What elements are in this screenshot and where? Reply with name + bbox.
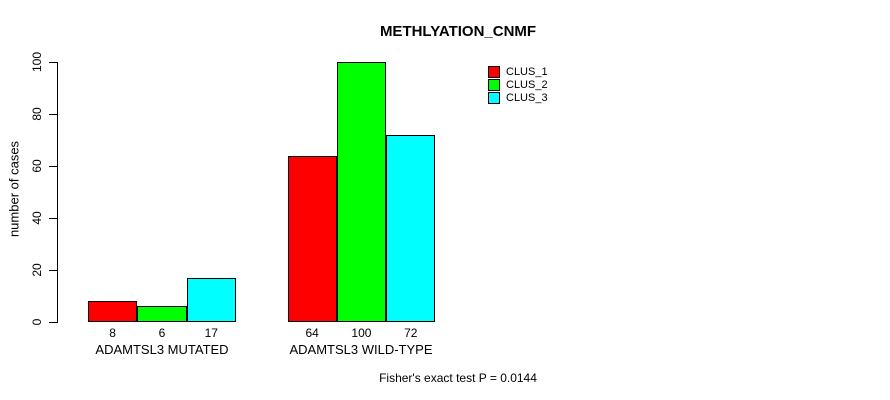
bar-clus-2-group-0 — [137, 306, 187, 322]
bar-value-label: 8 — [109, 326, 116, 340]
bar-value-label: 17 — [204, 326, 218, 340]
bar-clus-1-group-0 — [88, 301, 138, 322]
bar-value-label: 100 — [351, 326, 372, 340]
legend-label-clus-2: CLUS_2 — [506, 79, 548, 91]
y-axis-tick — [49, 321, 57, 323]
y-axis-tick-label: 80 — [30, 107, 44, 121]
bar-value-label: 72 — [404, 326, 418, 340]
fisher-test-annotation: Fisher's exact test P = 0.0144 — [379, 371, 537, 385]
y-axis-tick — [49, 217, 57, 219]
y-axis-label: number of cases — [6, 140, 22, 238]
category-label-wild-type: ADAMTSL3 WILD-TYPE — [289, 342, 433, 357]
y-axis-tick-label: 20 — [30, 263, 44, 277]
y-axis-line — [57, 62, 58, 323]
legend-label-clus-1: CLUS_1 — [506, 66, 548, 78]
legend-color-swatch-clus-3 — [488, 92, 500, 104]
bar-clus-3-group-1 — [386, 134, 436, 322]
y-axis-tick-label: 100 — [30, 51, 44, 73]
bar-clus-1-group-1 — [287, 155, 337, 322]
legend-label-clus-3: CLUS_3 — [506, 92, 548, 104]
legend-color-swatch-clus-2 — [488, 79, 500, 91]
bar-value-label: 64 — [305, 326, 319, 340]
y-axis-tick — [49, 113, 57, 115]
bar-clus-3-group-0 — [186, 277, 236, 322]
y-axis-tick-label: 40 — [30, 211, 44, 225]
chart-title: METHLYATION_CNMF — [379, 23, 537, 40]
category-label-mutated: ADAMTSL3 MUTATED — [95, 342, 229, 357]
y-axis-tick — [49, 269, 57, 271]
y-axis-tick-label: 60 — [30, 159, 44, 173]
y-axis-tick — [49, 165, 57, 167]
legend-color-swatch-clus-1 — [488, 66, 500, 78]
y-axis-tick — [49, 61, 57, 63]
y-axis-tick-label: 0 — [30, 318, 44, 326]
bar-value-label: 6 — [158, 326, 166, 340]
bar-clus-2-group-1 — [336, 62, 387, 322]
